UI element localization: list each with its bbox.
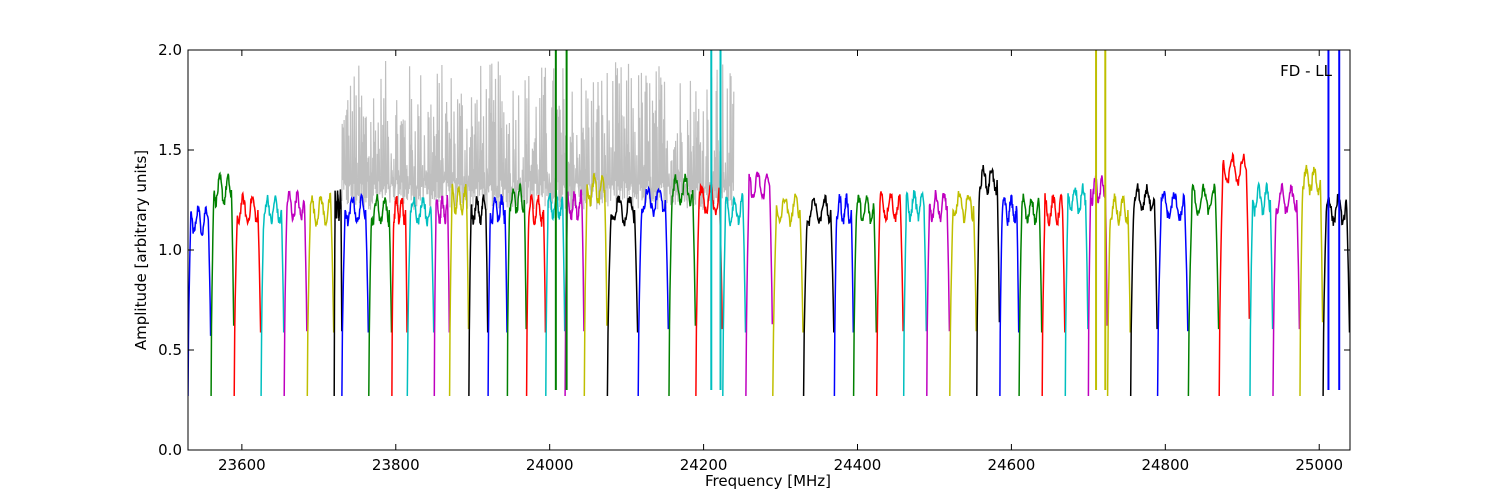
series-band-46 [1249,181,1274,397]
series-band-25 [722,193,747,397]
series-band-38 [1041,193,1066,397]
series-band-14 [468,194,489,397]
series-band-10 [391,195,408,397]
series-band-31 [875,191,904,397]
ticks: 23600 23800 24000 24200 24400 24600 24800 25000… [158,41,1350,474]
series-band-24 [695,182,724,397]
series-band-30 [852,194,878,397]
y-tick-label: 0.0 [158,441,182,459]
x-tick-label: 24200 [680,456,728,474]
x-tick-label: 23800 [372,456,420,474]
series-band-45 [1218,151,1251,397]
y-tick-label: 1.5 [158,141,182,159]
series-band-47 [1272,182,1301,397]
series-band-16 [506,182,527,397]
series-band-9 [368,194,393,397]
series-band-33 [926,189,951,397]
series-band-12 [433,195,451,397]
series-layer [188,50,1350,397]
series-band-2 [210,171,235,397]
x-tick-label: 24400 [834,456,882,474]
series-band-7 [333,189,343,397]
y-tick-label: 0.5 [158,341,182,359]
series-band-4 [260,194,285,397]
series-band-17 [525,194,547,397]
x-tick-label: 25000 [1295,456,1343,474]
series-band-15 [487,194,508,397]
series-gray-background [341,60,735,211]
series-band-3 [233,190,262,397]
series-band-42 [1129,183,1158,397]
series-band-32 [902,190,928,397]
series-band-34 [949,191,977,397]
series-band-27 [772,193,804,397]
series-band-26 [745,171,774,397]
series-band-13 [448,183,470,397]
y-axis-label: Amplitude [arbitrary units] [132,150,150,350]
x-tick-label: 24800 [1141,456,1189,474]
x-tick-label: 24000 [526,456,574,474]
series-band-41 [1106,193,1131,397]
series-band-11 [406,196,435,397]
series-band-37 [1018,193,1043,397]
plot-background [188,50,1350,450]
series-band-20 [583,173,608,397]
y-tick-label: 1.0 [158,241,182,259]
series-band-44 [1187,183,1220,397]
series-band-1 [188,205,212,397]
series-band-39 [1064,183,1089,397]
series-band-36 [999,194,1020,397]
x-tick-label: 23600 [218,456,266,474]
series-band-8 [341,192,370,397]
y-tick-label: 2.0 [158,41,182,59]
series-band-6 [306,192,335,397]
plot-area [188,50,1350,450]
series-band-28 [802,194,835,397]
series-band-5 [283,189,308,397]
series-band-40 [1087,175,1108,397]
series-band-19 [564,189,585,397]
series-band-22 [637,185,670,397]
series-band-48 [1299,164,1324,397]
x-axis-label: Frequency [MHz] [705,472,831,490]
x-tick-label: 24600 [988,456,1036,474]
series-band-29 [833,193,855,397]
chart-annotation: FD - LL [1280,62,1332,80]
series-band-43 [1156,190,1189,397]
series-band-23 [668,173,697,397]
series-band-21 [606,194,639,397]
series-band-35 [976,165,1001,397]
